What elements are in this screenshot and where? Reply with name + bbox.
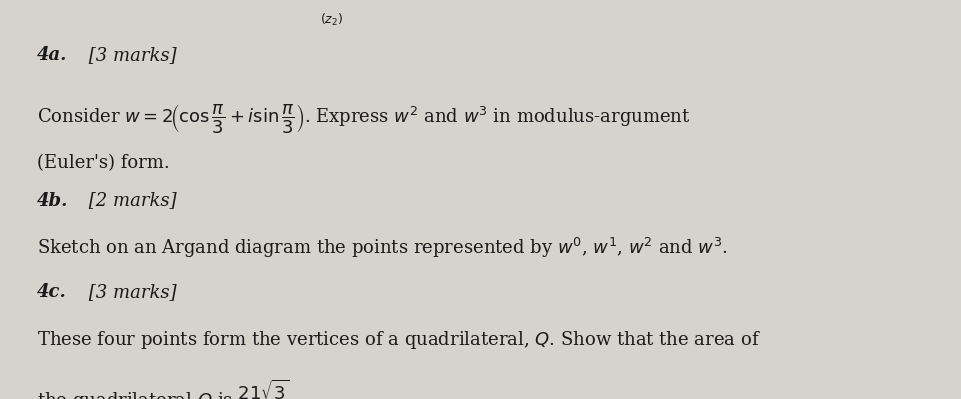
Text: (Euler's) form.: (Euler's) form. bbox=[37, 154, 169, 172]
Text: These four points form the vertices of a quadrilateral, $Q$. Show that the area : These four points form the vertices of a… bbox=[37, 329, 760, 351]
Text: Consider $w = 2\!\left(\cos\dfrac{\pi}{3} + i\sin\dfrac{\pi}{3}\right)$. Express: Consider $w = 2\!\left(\cos\dfrac{\pi}{3… bbox=[37, 102, 689, 135]
Text: 4a.: 4a. bbox=[37, 46, 67, 64]
Text: [3 marks]: [3 marks] bbox=[83, 46, 176, 64]
Text: [3 marks]: [3 marks] bbox=[83, 283, 176, 301]
Text: $(z_2)$: $(z_2)$ bbox=[320, 12, 343, 28]
Text: 4b.: 4b. bbox=[37, 192, 68, 209]
Text: 4c.: 4c. bbox=[37, 283, 66, 301]
Text: the quadrilateral $Q$ is $\dfrac{21\sqrt{3}}{2}$.: the quadrilateral $Q$ is $\dfrac{21\sqrt… bbox=[37, 377, 295, 399]
Text: Sketch on an Argand diagram the points represented by $w^0$, $w^1$, $w^2$ and $w: Sketch on an Argand diagram the points r… bbox=[37, 235, 727, 259]
Text: [2 marks]: [2 marks] bbox=[83, 192, 176, 209]
